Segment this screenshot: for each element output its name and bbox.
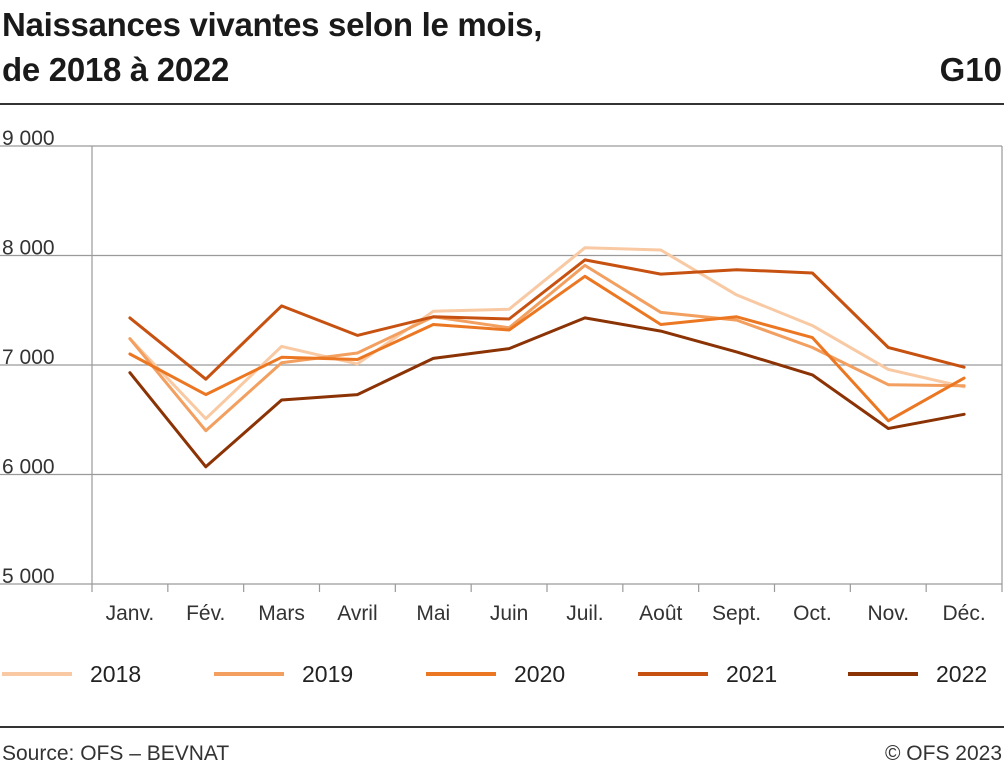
header-divider (0, 103, 1004, 105)
y-tick-label: 7 000 (2, 346, 55, 369)
chart-title-line1: Naissances vivantes selon le mois, (2, 6, 543, 43)
legend-label-2020: 2020 (514, 661, 565, 687)
x-tick-label: Juin (490, 602, 529, 625)
x-tick-label: Avril (337, 602, 377, 625)
x-tick-label: Août (639, 602, 682, 625)
series-line-2018 (128, 246, 966, 421)
series-line-2020 (128, 274, 966, 423)
series-lines (128, 246, 966, 469)
x-tick-label: Nov. (867, 602, 909, 625)
x-axis-tick-labels: Janv. Fév. Mars Avril Mai Juin Juil. Août Sept. O… (106, 602, 986, 625)
x-tick-label: Fév. (186, 602, 225, 625)
x-tick-label: Déc. (942, 602, 985, 625)
y-tick-label: 6 000 (2, 456, 55, 479)
legend-label-2021: 2021 (726, 661, 777, 687)
x-tick-label: Oct. (793, 602, 832, 625)
copyright-note: © OFS 2023 (884, 742, 1002, 765)
x-tick-label: Sept. (712, 602, 761, 625)
source-note: Source: OFS – BEVNAT (2, 742, 230, 765)
y-tick-label: 8 000 (2, 237, 55, 260)
legend: 2018 2019 2020 2021 2022 (2, 661, 987, 687)
x-tick-label: Juil. (566, 602, 603, 625)
chart-title-line2: de 2018 à 2022 (2, 51, 229, 88)
series-line-2022 (128, 316, 966, 469)
footer-divider (0, 726, 1004, 728)
legend-label-2022: 2022 (936, 661, 987, 687)
y-tick-label: 5 000 (2, 565, 55, 588)
x-tick-label: Janv. (106, 602, 155, 625)
legend-label-2018: 2018 (90, 661, 141, 687)
chart-title: Naissances vivantes selon le mois, de 20… (2, 2, 542, 92)
figure-code: G10 (939, 51, 1002, 88)
series-line-2019 (128, 263, 966, 433)
x-tick-label: Mars (258, 602, 305, 625)
x-tick-label: Mai (416, 602, 450, 625)
legend-label-2019: 2019 (302, 661, 353, 687)
gridlines (0, 145, 1003, 592)
y-tick-label: 9 000 (2, 127, 55, 150)
y-axis-tick-labels: 5 000 6 000 7 000 8 000 9 000 (2, 127, 55, 588)
series-line-2021 (128, 258, 966, 381)
